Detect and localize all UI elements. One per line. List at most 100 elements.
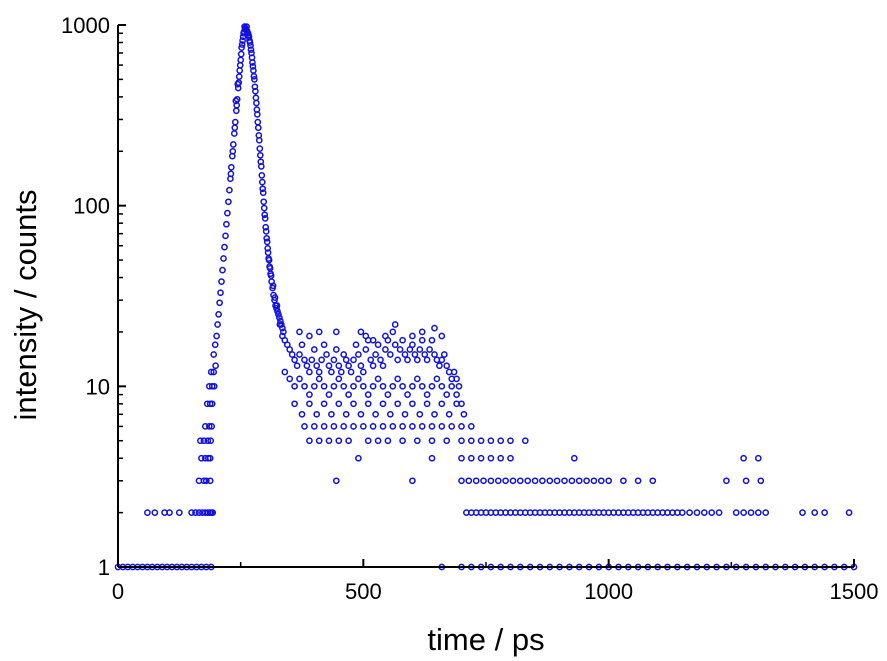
data-point: [416, 410, 424, 418]
data-point: [215, 311, 222, 318]
data-point: [443, 437, 451, 445]
data-point: [391, 321, 399, 328]
data-point: [516, 477, 524, 485]
data-point: [421, 351, 429, 358]
data-point: [335, 362, 343, 370]
data-point: [374, 341, 382, 349]
data-point: [487, 454, 495, 462]
data-point: [754, 509, 762, 516]
data-point: [258, 178, 266, 186]
data-point: [313, 362, 321, 370]
data-point: [418, 382, 426, 390]
data-point: [328, 368, 335, 376]
data-point: [208, 400, 216, 408]
data-point: [231, 124, 239, 132]
data-point: [467, 454, 475, 462]
data-point: [409, 423, 416, 430]
data-point: [443, 391, 451, 398]
data-point: [367, 356, 375, 364]
data-point: [458, 454, 465, 462]
data-point: [250, 67, 257, 74]
data-point: [239, 37, 246, 44]
data-point: [723, 477, 730, 485]
data-point: [678, 509, 686, 516]
data-point: [389, 328, 397, 336]
data-point: [754, 454, 762, 462]
data-point: [404, 356, 411, 364]
data-point: [391, 341, 399, 349]
data-point: [431, 351, 438, 358]
data-point: [399, 336, 406, 344]
data-point: [382, 346, 389, 353]
data-point: [453, 375, 460, 383]
data-point: [256, 145, 264, 152]
data-point: [306, 391, 313, 398]
data-point: [553, 477, 561, 485]
data-point: [477, 437, 485, 445]
data-point: [448, 382, 456, 390]
data-point: [335, 437, 343, 445]
data-point: [192, 509, 199, 516]
data-point: [634, 477, 642, 485]
data-point: [649, 477, 657, 485]
data-point: [561, 477, 568, 485]
data-point: [418, 423, 426, 430]
data-point: [357, 328, 365, 336]
data-point: [342, 356, 350, 364]
data-point: [301, 356, 308, 364]
data-point: [318, 356, 325, 364]
y-axis-label: intensity / counts: [8, 190, 43, 421]
data-point: [232, 97, 240, 105]
data-point: [330, 356, 338, 364]
data-point: [288, 351, 296, 358]
data-point: [570, 454, 578, 462]
data-point: [480, 477, 487, 485]
data-point: [259, 189, 267, 197]
data-point: [443, 362, 451, 370]
data-point: [423, 356, 431, 364]
data-point: [487, 477, 495, 485]
y-tick-label: 10: [86, 374, 110, 399]
data-point: [347, 368, 355, 376]
x-tick-label: 1500: [830, 579, 879, 604]
data-point: [423, 400, 431, 408]
data-point: [313, 410, 321, 418]
data-point: [575, 477, 583, 485]
y-tick-label: 1000: [61, 13, 110, 38]
data-point: [740, 454, 747, 462]
labels: time / ps intensity / counts: [8, 190, 545, 657]
data-point: [280, 328, 287, 336]
data-point: [379, 382, 387, 390]
data-point: [205, 423, 213, 430]
data-point: [249, 63, 257, 70]
data-point: [355, 454, 362, 462]
data-point: [291, 356, 298, 364]
data-point: [236, 61, 244, 69]
data-point: [821, 509, 828, 516]
data-point: [323, 351, 330, 358]
data-point: [507, 437, 514, 445]
data-point: [325, 391, 333, 398]
data-point: [200, 477, 208, 485]
data-point: [340, 382, 348, 390]
data-point: [497, 454, 505, 462]
data-point: [686, 509, 693, 516]
data-point: [590, 477, 598, 485]
data-point: [273, 302, 281, 309]
data-point: [248, 49, 255, 57]
data-point: [188, 509, 195, 516]
data-point: [262, 223, 270, 231]
data-point: [166, 509, 173, 516]
data-point: [260, 198, 268, 206]
data-point: [276, 314, 283, 321]
data-point: [237, 50, 245, 58]
data-point: [223, 220, 230, 228]
data-point: [509, 477, 517, 485]
data-point: [362, 346, 370, 353]
data-point: [210, 368, 218, 376]
data-point: [438, 356, 446, 364]
data-point: [423, 391, 431, 398]
data-point: [221, 243, 228, 251]
data-point: [477, 454, 485, 462]
data-point: [497, 437, 505, 445]
